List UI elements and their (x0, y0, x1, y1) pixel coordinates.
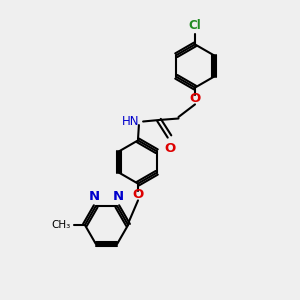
Text: O: O (132, 188, 144, 202)
Text: N: N (113, 190, 124, 203)
Text: CH₃: CH₃ (52, 220, 71, 230)
Text: O: O (165, 142, 176, 155)
Text: O: O (189, 92, 201, 106)
Text: HN: HN (122, 115, 140, 128)
Text: N: N (88, 190, 100, 203)
Text: Cl: Cl (189, 19, 201, 32)
